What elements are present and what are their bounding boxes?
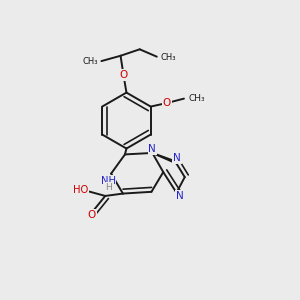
Text: N: N: [148, 144, 156, 154]
Text: O: O: [88, 210, 96, 220]
Text: HO: HO: [73, 185, 88, 195]
Text: O: O: [163, 98, 171, 108]
Text: N: N: [176, 190, 183, 201]
Text: CH₃: CH₃: [161, 53, 176, 62]
Text: CH₃: CH₃: [188, 94, 205, 103]
Text: NH: NH: [101, 176, 116, 186]
Text: H: H: [105, 183, 112, 192]
Text: N: N: [173, 153, 181, 163]
Text: O: O: [119, 70, 128, 80]
Text: CH₃: CH₃: [82, 57, 98, 66]
